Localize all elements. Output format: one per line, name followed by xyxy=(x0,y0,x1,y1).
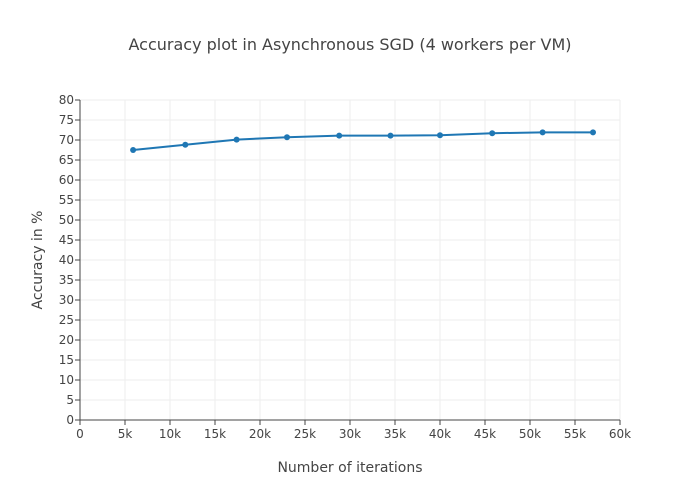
grid xyxy=(80,99,621,420)
x-tick-label: 45k xyxy=(474,427,496,441)
data-point xyxy=(590,129,596,136)
y-tick-label: 15 xyxy=(59,353,74,367)
x-tick-label: 55k xyxy=(564,427,586,441)
data-point xyxy=(336,132,343,139)
y-axis-ticks: 0 5 10 15 20 25 30 35 40 45 50 55 60 65 70 75 80 xyxy=(59,93,80,427)
data-point xyxy=(130,147,137,153)
data-point xyxy=(233,136,240,143)
data-point xyxy=(489,130,496,137)
data-point xyxy=(182,141,189,148)
y-tick-label: 35 xyxy=(59,273,74,287)
y-tick-label: 45 xyxy=(59,233,74,247)
x-tick-label: 15k xyxy=(204,427,226,441)
y-axis-label: Accuracy in % xyxy=(30,211,46,310)
y-tick-label: 40 xyxy=(59,253,74,267)
y-tick-label: 60 xyxy=(59,173,74,187)
x-tick-label: 60k xyxy=(609,427,631,441)
x-tick-label: 0 xyxy=(76,427,84,441)
y-tick-label: 20 xyxy=(59,333,74,347)
x-axis-ticks: 0 5k 10k 15k 20k 25k 30k 35k 40k 45k 50k 55k 60k xyxy=(76,420,631,441)
data-point xyxy=(387,132,394,139)
y-tick-label: 55 xyxy=(59,193,74,207)
x-tick-label: 20k xyxy=(249,427,271,441)
data-point xyxy=(539,129,546,136)
series xyxy=(130,129,596,153)
series-line xyxy=(133,131,593,151)
x-tick-label: 30k xyxy=(339,427,361,441)
data-point xyxy=(437,132,443,139)
data-point xyxy=(284,134,290,141)
y-tick-label: 30 xyxy=(59,293,74,307)
y-tick-label: 65 xyxy=(59,153,74,167)
chart-title: Accuracy plot in Asynchronous SGD (4 wor… xyxy=(128,35,571,54)
x-tick-label: 40k xyxy=(429,427,451,441)
y-tick-label: 0 xyxy=(66,413,74,427)
x-axis-label: Number of iterations xyxy=(277,460,422,476)
x-tick-label: 50k xyxy=(519,427,541,441)
y-tick-label: 5 xyxy=(66,393,74,407)
y-tick-label: 25 xyxy=(59,313,74,327)
x-tick-label: 25k xyxy=(294,427,316,441)
x-tick-label: 35k xyxy=(384,427,406,441)
y-tick-label: 70 xyxy=(59,133,74,147)
y-tick-label: 50 xyxy=(59,213,74,227)
y-tick-label: 80 xyxy=(59,93,74,107)
x-tick-label: 10k xyxy=(159,427,181,441)
x-tick-label: 5k xyxy=(118,427,133,441)
y-tick-label: 10 xyxy=(59,373,74,387)
y-tick-label: 75 xyxy=(59,113,74,127)
